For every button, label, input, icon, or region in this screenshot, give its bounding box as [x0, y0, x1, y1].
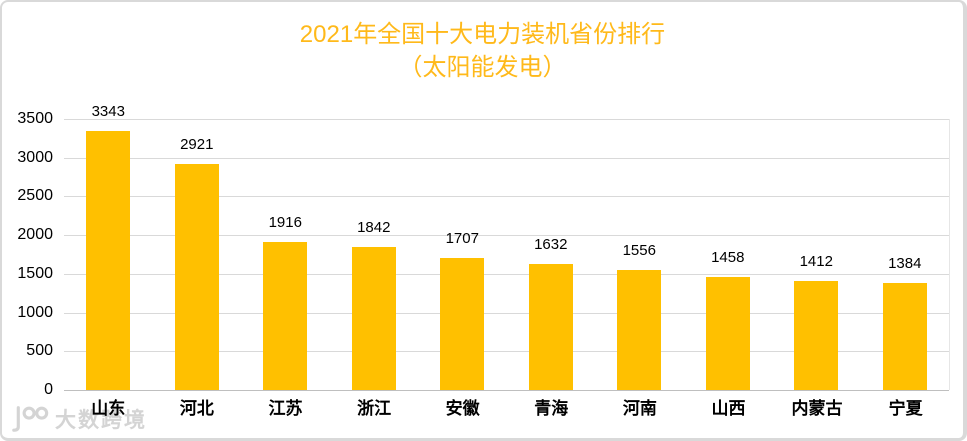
bar-江苏 — [263, 242, 308, 390]
bar-安徽 — [440, 258, 485, 390]
bar-山西 — [705, 277, 750, 390]
bar-slot: 3343 — [64, 104, 153, 390]
x-label-河北: 河北 — [179, 399, 214, 418]
bar-slot: 2921 — [153, 119, 242, 390]
bar-slot: 1384 — [861, 119, 950, 390]
y-tick-label: 2000 — [17, 226, 53, 244]
y-tick-label: 500 — [26, 342, 53, 360]
bar-value-label: 1632 — [534, 236, 568, 253]
gridline — [64, 235, 949, 237]
x-label-内蒙古: 内蒙古 — [791, 399, 843, 418]
y-tick-label: 2500 — [17, 187, 53, 205]
chart-title-line1: 2021年全国十大电力装机省份排行 — [299, 21, 666, 48]
x-axis-category-labels: 山东 河北 江苏 浙江 安徽 青海 河南 山西 内蒙古 宁夏 — [64, 397, 950, 421]
bar-slot: 1458 — [684, 119, 773, 390]
bar-value-label: 2921 — [180, 136, 214, 153]
y-tick-label: 1000 — [17, 303, 53, 321]
bar-value-label: 1842 — [357, 219, 391, 236]
bar-value-label: 3343 — [91, 103, 125, 120]
bar-河南 — [617, 270, 662, 390]
bar-slot: 1707 — [418, 119, 507, 390]
x-label-山东: 山东 — [91, 399, 126, 418]
y-tick-label: 3500 — [17, 110, 53, 127]
bar-value-label: 1458 — [711, 249, 745, 266]
x-label-山西: 山西 — [711, 399, 746, 418]
bar-河北 — [174, 164, 219, 390]
chart-title: 2021年全国十大电力装机省份排行 （太阳能发电） — [2, 18, 963, 84]
chart-title-line2: （太阳能发电） — [398, 54, 567, 81]
bar-value-label: 1707 — [445, 230, 479, 247]
gridline — [64, 312, 949, 314]
watermark: 大数跨境 — [10, 405, 147, 437]
bar-slot: 1632 — [507, 119, 596, 390]
gridline — [64, 351, 949, 353]
x-label-青海: 青海 — [534, 399, 569, 418]
bar-slot: 1556 — [595, 119, 684, 390]
x-axis-line — [64, 390, 949, 391]
bar-value-label: 1916 — [268, 214, 302, 231]
bar-slot: 1842 — [330, 119, 419, 390]
gridline — [64, 119, 949, 120]
x-label-安徽: 安徽 — [445, 399, 480, 418]
bar-浙江 — [351, 247, 396, 390]
y-tick-label: 0 — [44, 381, 53, 398]
bar-宁夏 — [882, 283, 927, 390]
x-label-河南: 河南 — [622, 399, 657, 418]
bar-value-label: 1412 — [799, 253, 833, 270]
x-label-宁夏: 宁夏 — [888, 399, 923, 418]
bar-value-label: 1556 — [622, 242, 656, 259]
watermark-label: 大数跨境 — [55, 409, 147, 432]
bar-series: 3343 2921 1916 1842 1707 1632 1556 1458 1412 1384 — [64, 104, 950, 390]
x-label-浙江: 浙江 — [357, 399, 392, 418]
gridline — [64, 157, 949, 159]
plot-area: 0 500 1000 1500 2000 2500 3000 3500 3343 2921 191… — [17, 104, 950, 398]
gridline — [64, 273, 949, 275]
bar-山东 — [86, 131, 131, 390]
bar-slot: 1916 — [241, 119, 330, 390]
x-label-江苏: 江苏 — [268, 399, 303, 418]
gridline — [64, 196, 949, 198]
bar-青海 — [528, 264, 573, 390]
bar-value-label: 1384 — [888, 255, 922, 272]
y-tick-label: 1500 — [17, 264, 53, 282]
dashukuajing-logo-icon — [10, 405, 50, 437]
y-tick-label: 3000 — [17, 148, 53, 166]
bar-内蒙古 — [794, 281, 839, 390]
bar-slot: 1412 — [772, 119, 861, 390]
